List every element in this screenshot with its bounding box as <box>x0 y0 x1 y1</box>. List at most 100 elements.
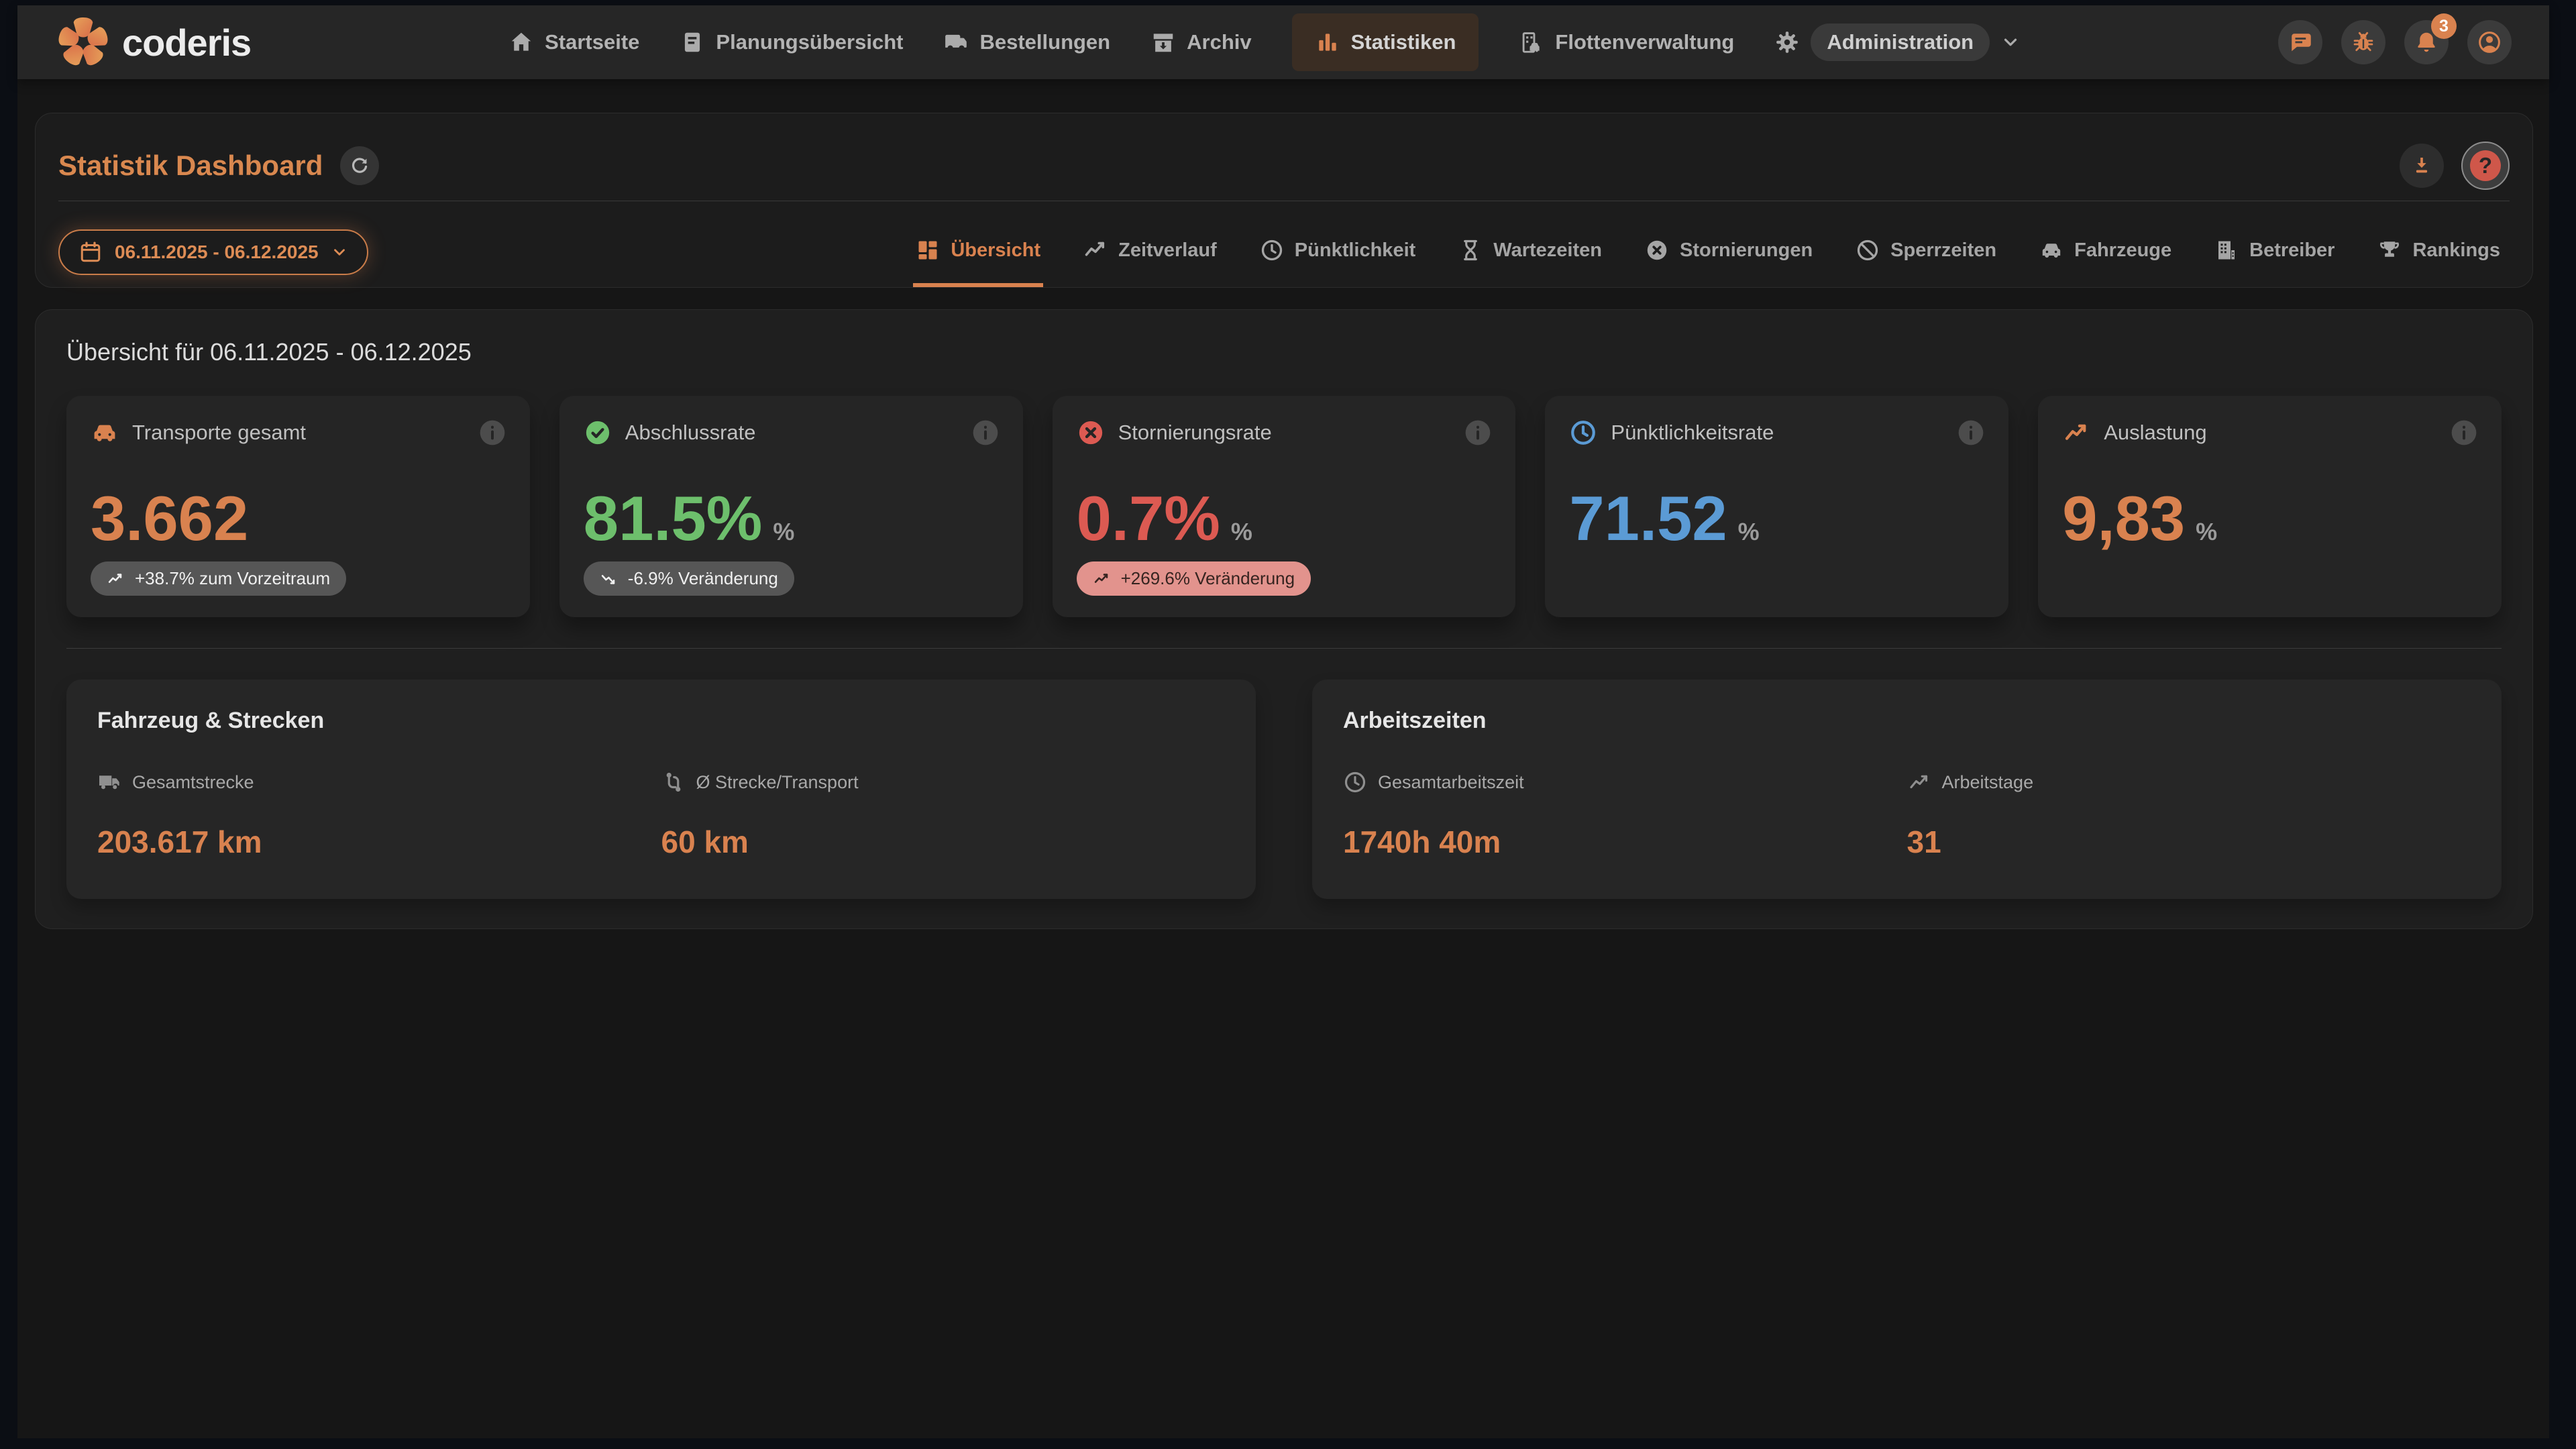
tab-fahrzeuge[interactable]: Fahrzeuge <box>2037 217 2174 287</box>
kpi-trend-badge: -6.9% Veränderung <box>583 561 794 596</box>
stat-gesamtarbeitszeit: Gesamtarbeitszeit 1740h 40m <box>1343 770 1907 860</box>
nav-item-archiv[interactable]: Archiv <box>1150 30 1252 55</box>
top-navigation: coderis Startseite Planungsübersicht Bes… <box>17 5 2549 79</box>
kpi-value: 9,83 % <box>2062 483 2218 553</box>
stat-value: 1740h 40m <box>1343 824 1501 859</box>
nav-item-bestellungen[interactable]: Bestellungen <box>943 30 1110 55</box>
refresh-icon <box>352 158 368 173</box>
tab-stornierungen[interactable]: Stornierungen <box>1642 217 1815 287</box>
bug-report-button[interactable] <box>2341 20 2385 64</box>
kpi-trend-badge: +269.6% Veränderung <box>1076 561 1311 596</box>
route-icon <box>666 772 680 792</box>
truck-icon <box>99 775 119 790</box>
section-divider <box>66 648 2502 649</box>
tab-uebersicht[interactable]: Übersicht <box>913 217 1044 287</box>
kpi-label: Stornierungsrate <box>1118 421 1272 444</box>
trend-up-icon <box>2065 424 2086 440</box>
trend-up-icon <box>1909 775 1927 789</box>
brand-logo-icon <box>58 17 108 66</box>
kpi-label: Pünktlichkeitsrate <box>1611 421 1774 444</box>
kpi-value: 81.5% % <box>583 483 795 553</box>
grid-icon <box>918 241 937 260</box>
chevron-down-icon <box>2004 38 2017 46</box>
overview-heading: Übersicht für 06.11.2025 - 06.12.2025 <box>66 338 472 366</box>
kpi-label: Abschlussrate <box>625 421 756 444</box>
info-icon[interactable] <box>479 419 506 446</box>
title-row: Statistik Dashboard ? <box>58 131 2510 201</box>
info-icon[interactable] <box>1464 419 1491 446</box>
stat-value: 31 <box>1907 824 1941 859</box>
van-icon <box>945 34 967 50</box>
nav-item-planungsuebersicht[interactable]: Planungsübersicht <box>680 30 903 55</box>
car-icon <box>2042 244 2061 258</box>
x-circle-icon <box>1647 240 1667 260</box>
date-range-value: 06.11.2025 - 06.12.2025 <box>115 241 319 262</box>
gear-icon <box>1776 32 1799 53</box>
kpi-card-auslastung: Auslastung 9,83 % <box>2038 396 2502 617</box>
kpi-trend-badge: +38.7% zum Vorzeitraum <box>91 561 347 596</box>
date-range-picker[interactable]: 06.11.2025 - 06.12.2025 <box>58 229 368 275</box>
info-icon[interactable] <box>2451 419 2477 446</box>
stat-gesamtstrecke: Gesamtstrecke 203.617 km <box>97 770 661 860</box>
archive-icon <box>1153 34 1173 52</box>
info-card-title: Fahrzeug & Strecken <box>97 708 325 733</box>
tab-bar: Übersicht Zeitverlauf Pünktlichkeit Wart… <box>913 217 2510 287</box>
car-icon <box>94 425 115 441</box>
chat-icon <box>2292 34 2311 52</box>
nav-item-flottenverwaltung[interactable]: Flottenverwaltung <box>1519 30 1734 55</box>
profile-button[interactable] <box>2467 20 2512 64</box>
nav-item-statistiken[interactable]: Statistiken <box>1291 13 1479 71</box>
home-icon <box>511 32 531 51</box>
clock-icon <box>1344 771 1366 793</box>
check-circle-icon <box>586 421 609 445</box>
brand[interactable]: coderis <box>55 14 252 70</box>
info-icon[interactable] <box>972 419 999 446</box>
building-icon <box>2218 241 2235 260</box>
stat-value: 203.617 km <box>97 824 262 859</box>
nav-item-administration[interactable]: Administration <box>1774 23 2021 61</box>
bell-icon <box>2418 32 2435 52</box>
kpi-label: Transporte gesamt <box>132 421 307 444</box>
kpi-card-abschlussrate: Abschlussrate 81.5% % -6.9% Veränderung <box>559 396 1023 617</box>
fleet-building-icon <box>1523 32 1540 53</box>
topnav-actions: 3 <box>2278 13 2512 64</box>
trend-line-icon <box>1085 241 1105 256</box>
hourglass-icon <box>1464 239 1478 261</box>
tab-zeitverlauf[interactable]: Zeitverlauf <box>1081 217 1220 287</box>
download-icon <box>2416 157 2428 173</box>
tab-betreiber[interactable]: Betreiber <box>2212 217 2337 287</box>
kpi-value: 0.7% % <box>1076 483 1252 553</box>
overview-panel: Übersicht für 06.11.2025 - 06.12.2025 Tr… <box>35 309 2533 929</box>
stat-value: 60 km <box>661 824 749 859</box>
notifications-button[interactable]: 3 <box>2404 13 2457 64</box>
trend-down-icon <box>601 574 615 584</box>
messages-button[interactable] <box>2278 20 2322 64</box>
x-circle-icon <box>1079 421 1102 445</box>
tab-rankings[interactable]: Rankings <box>2375 217 2503 287</box>
main-nav: Startseite Planungsübersicht Bestellunge… <box>251 13 2278 71</box>
kpi-label: Auslastung <box>2104 421 2207 444</box>
stat-arbeitstage: Arbeitstage 31 <box>1907 770 2471 860</box>
clock-icon <box>1261 239 1282 261</box>
kpi-card-puenktlichkeitsrate: Pünktlichkeitsrate 71.52 % <box>1545 396 2009 617</box>
bar-chart-icon <box>1318 34 1336 51</box>
brand-name: coderis <box>122 21 252 64</box>
chevron-down-icon <box>333 249 345 256</box>
tab-wartezeiten[interactable]: Wartezeiten <box>1456 217 1605 287</box>
trophy-icon <box>2380 241 2400 257</box>
info-icon[interactable] <box>1957 419 1984 446</box>
main-content: Statistik Dashboard ? 06.11.2025 - 06.12… <box>17 79 2549 929</box>
slash-circle-icon <box>1858 239 1878 261</box>
export-download-button[interactable] <box>2400 144 2444 188</box>
user-icon <box>2479 32 2500 53</box>
nav-item-startseite[interactable]: Startseite <box>508 30 639 55</box>
info-card-arbeitszeiten: Arbeitszeiten Gesamtarbeitszeit 1740h 40… <box>1312 680 2502 899</box>
tab-sperrzeiten[interactable]: Sperrzeiten <box>1853 217 1999 287</box>
info-card-title: Arbeitszeiten <box>1343 708 1487 733</box>
kpi-value: 3.662 <box>91 483 249 553</box>
help-button[interactable]: ? <box>2461 142 2510 190</box>
tab-puenktlichkeit[interactable]: Pünktlichkeit <box>1257 217 1419 287</box>
refresh-button[interactable] <box>340 146 380 185</box>
calendar-icon <box>80 241 101 262</box>
stat-strecke-transport: Ø Strecke/Transport 60 km <box>661 770 1226 860</box>
